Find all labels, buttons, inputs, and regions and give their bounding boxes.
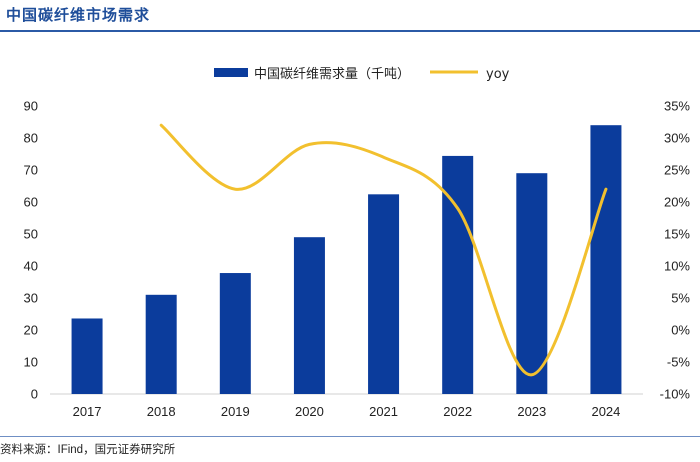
y-right-tick-label: 30% xyxy=(664,131,690,146)
legend-label-line: yoy xyxy=(486,67,510,82)
x-tick-label: 2024 xyxy=(591,404,620,419)
page-title: 中国碳纤维市场需求 xyxy=(6,7,151,24)
title-divider xyxy=(0,30,700,32)
y-right-tick-label: 25% xyxy=(664,163,690,178)
y-right-tick-label: 10% xyxy=(664,259,690,274)
legend: 中国碳纤维需求量（千吨） yoy xyxy=(214,67,510,82)
y-right-tick-label: -10% xyxy=(660,387,691,402)
bar-series xyxy=(71,125,622,394)
y-right-tick-label: 5% xyxy=(671,291,690,306)
bar xyxy=(219,273,251,394)
x-tick-label: 2023 xyxy=(517,404,546,419)
y-left-tick-label: 40 xyxy=(24,259,38,274)
x-tick-label: 2022 xyxy=(443,404,472,419)
bar xyxy=(145,294,177,394)
bar xyxy=(368,194,400,394)
legend-swatch-bar xyxy=(214,68,248,77)
y-left-tick-label: 90 xyxy=(24,99,38,114)
bar xyxy=(516,173,548,394)
bar xyxy=(71,318,103,394)
bar xyxy=(293,237,325,394)
y-left-tick-label: 70 xyxy=(24,163,38,178)
y-right-tick-label: 20% xyxy=(664,195,690,210)
line-series xyxy=(159,123,608,377)
y-left-tick-label: 50 xyxy=(24,227,38,242)
y-left-tick-label: 0 xyxy=(31,387,38,402)
legend-label-bar: 中国碳纤维需求量（千吨） xyxy=(254,67,410,82)
y-right-tick-label: -5% xyxy=(667,355,691,370)
x-tick-label: 2020 xyxy=(295,404,324,419)
y-left-tick-label: 80 xyxy=(24,131,38,146)
x-tick-label: 2019 xyxy=(221,404,250,419)
y-left-tick-label: 10 xyxy=(24,355,38,370)
bar xyxy=(590,125,622,394)
x-tick-label: 2017 xyxy=(73,404,102,419)
y-left-tick-label: 20 xyxy=(24,323,38,338)
y-left-tick-label: 30 xyxy=(24,291,38,306)
y-right-tick-label: 15% xyxy=(664,227,690,242)
footer-divider xyxy=(0,436,700,437)
source-note: 资料来源：IFind，国元证券研究所 xyxy=(0,444,176,456)
x-tick-label: 2018 xyxy=(147,404,176,419)
bar xyxy=(442,155,474,394)
x-tick-label: 2021 xyxy=(369,404,398,419)
y-left-tick-label: 60 xyxy=(24,195,38,210)
y-right-tick-label: 35% xyxy=(664,99,690,114)
yoy-line xyxy=(159,123,608,377)
y-right-tick-label: 0% xyxy=(671,323,690,338)
axes: 0 10 20 30 40 50 60 70 80 90 -10% -5% 0% 5% 10% 15% 20% 2… xyxy=(24,99,691,420)
